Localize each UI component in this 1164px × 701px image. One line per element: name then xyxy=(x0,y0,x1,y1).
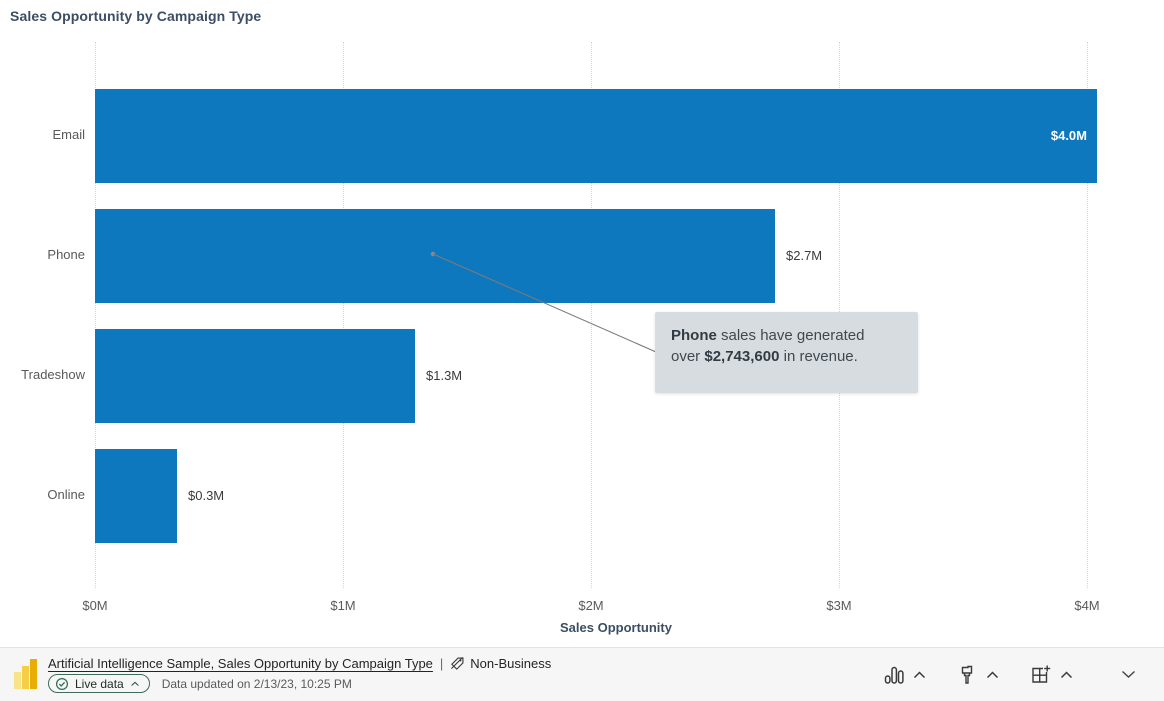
tooltip-text: Phone sales have generated over $2,743,6… xyxy=(671,327,865,365)
live-data-badge[interactable]: Live data xyxy=(48,674,150,693)
add-visual-button[interactable] xyxy=(1029,664,1073,686)
chart-type-button[interactable] xyxy=(883,664,926,686)
x-axis-title: Sales Opportunity xyxy=(560,620,672,635)
format-button[interactable] xyxy=(956,664,999,686)
value-label: $4.0M xyxy=(1050,128,1087,143)
tooltip-callout: Phone sales have generated over $2,743,6… xyxy=(655,312,918,393)
add-visual-icon xyxy=(1032,665,1051,683)
value-label: $2.7M xyxy=(786,248,823,263)
chevron-up-icon xyxy=(1060,670,1073,678)
report-source-link[interactable]: Artificial Intelligence Sample, Sales Op… xyxy=(48,656,433,671)
data-updated-text: Data updated on 2/13/23, 10:25 PM xyxy=(161,676,352,691)
category-label: Tradeshow xyxy=(21,367,85,382)
chevron-up-icon xyxy=(913,670,926,678)
category-label: Online xyxy=(47,487,85,502)
separator: | xyxy=(439,656,444,671)
collapse-footer-button[interactable] xyxy=(1121,670,1136,679)
bar-online[interactable] xyxy=(95,449,177,543)
gridline xyxy=(343,42,344,588)
footer-toolbar xyxy=(883,664,1140,686)
x-tick-label: $3M xyxy=(826,598,852,613)
footer-info: Artificial Intelligence Sample, Sales Op… xyxy=(48,656,551,693)
gridline xyxy=(1087,42,1088,588)
chevron-up-icon xyxy=(986,670,999,678)
sensitivity-tag-icon xyxy=(451,657,464,670)
check-circle-icon xyxy=(55,677,69,690)
value-label: $0.3M xyxy=(188,488,225,503)
sensitivity-text: Non-Business xyxy=(470,656,552,671)
bar-tradeshow[interactable] xyxy=(95,329,415,423)
bar-chart-icon xyxy=(884,666,904,684)
category-label: Phone xyxy=(47,247,85,262)
chart-title: Sales Opportunity by Campaign Type xyxy=(10,8,262,24)
paint-brush-icon xyxy=(961,665,973,684)
chevron-up-icon xyxy=(130,681,139,686)
value-label: $1.3M xyxy=(426,368,463,383)
gridline xyxy=(95,42,96,588)
power-bi-logo-icon xyxy=(14,659,37,689)
bar-email[interactable] xyxy=(95,89,1097,183)
report-footer: Artificial Intelligence Sample, Sales Op… xyxy=(0,647,1164,701)
bar-chart: $0M $1M $2M $3M $4M Email $4.0M Phone $2.7M Trade… xyxy=(21,42,1100,635)
x-tick-label: $4M xyxy=(1074,598,1100,613)
x-tick-label: $1M xyxy=(330,598,356,613)
x-tick-label: $2M xyxy=(578,598,604,613)
live-data-text: Live data xyxy=(75,676,124,691)
sensitivity-label: Non-Business xyxy=(450,656,551,671)
chevron-down-icon xyxy=(1122,670,1135,678)
category-label: Email xyxy=(52,127,85,142)
bar-phone[interactable] xyxy=(95,209,775,303)
x-tick-label: $0M xyxy=(82,598,108,613)
